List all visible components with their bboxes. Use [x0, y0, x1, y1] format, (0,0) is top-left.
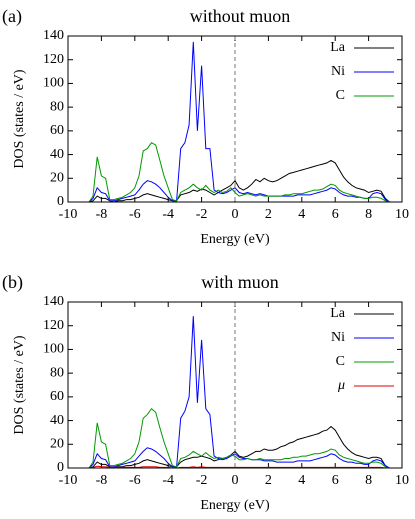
y-tick-label: 20 [50, 171, 64, 186]
x-tick-label: 2 [265, 207, 272, 222]
x-tick-label: -4 [162, 473, 174, 488]
x-tick-label: 8 [365, 473, 372, 488]
x-tick-label: 0 [232, 207, 239, 222]
x-tick-label: 4 [298, 207, 305, 222]
series-line [84, 41, 390, 203]
y-tick-label: 100 [43, 342, 64, 357]
y-tick-label: 60 [50, 389, 64, 404]
x-tick-label: -2 [196, 473, 208, 488]
series-line [84, 465, 390, 469]
y-tick-label: 120 [43, 318, 64, 333]
chart-title: without muon [190, 6, 291, 26]
panel-label: (a) [2, 6, 22, 27]
legend-label: Ni [331, 64, 345, 79]
x-tick-label: 6 [332, 473, 339, 488]
y-tick-label: 80 [50, 99, 64, 114]
legend-label: Ni [331, 330, 345, 345]
series-line [84, 142, 390, 203]
series-line [84, 407, 390, 469]
legend-label: La [330, 40, 346, 55]
y-tick-label: 140 [43, 294, 64, 309]
y-tick-label: 40 [50, 147, 64, 162]
x-tick-label: -10 [59, 207, 78, 222]
x-tick-label: -10 [59, 473, 78, 488]
chart-title: with muon [201, 272, 279, 292]
panel-label: (b) [2, 272, 23, 293]
x-tick-label: -4 [162, 207, 174, 222]
series-line [84, 316, 390, 469]
series-line [84, 425, 390, 469]
plot-frame [67, 35, 403, 203]
x-axis-label: Energy (eV) [200, 232, 270, 247]
y-tick-label: 140 [43, 28, 64, 43]
legend-label: μ [337, 378, 345, 393]
legend-label: C [336, 354, 345, 369]
y-axis-label: DOS (states / eV) [12, 335, 27, 434]
x-tick-label: -6 [129, 207, 141, 222]
y-tick-label: 120 [43, 52, 64, 67]
x-tick-label: -8 [96, 207, 108, 222]
x-tick-label: 6 [332, 207, 339, 222]
x-tick-label: -8 [96, 473, 108, 488]
y-tick-label: 100 [43, 76, 64, 91]
y-tick-label: 0 [57, 460, 64, 475]
x-axis-label: Energy (eV) [200, 498, 270, 513]
x-tick-label: -6 [129, 473, 141, 488]
y-tick-label: 40 [50, 413, 64, 428]
y-tick-label: 60 [50, 123, 64, 138]
x-tick-label: 8 [365, 207, 372, 222]
legend-label: C [336, 88, 345, 103]
series-line [84, 159, 390, 203]
x-tick-label: -2 [196, 207, 208, 222]
y-tick-label: 0 [57, 194, 64, 209]
legend-label: La [330, 306, 346, 321]
y-axis-label: DOS (states / eV) [12, 69, 27, 168]
y-tick-label: 80 [50, 365, 64, 380]
x-tick-label: 0 [232, 473, 239, 488]
x-tick-label: 4 [298, 473, 305, 488]
y-tick-label: 20 [50, 437, 64, 452]
x-tick-label: 10 [395, 207, 409, 222]
x-tick-label: 10 [395, 473, 409, 488]
x-tick-label: 2 [265, 473, 272, 488]
plot-frame [67, 301, 403, 469]
